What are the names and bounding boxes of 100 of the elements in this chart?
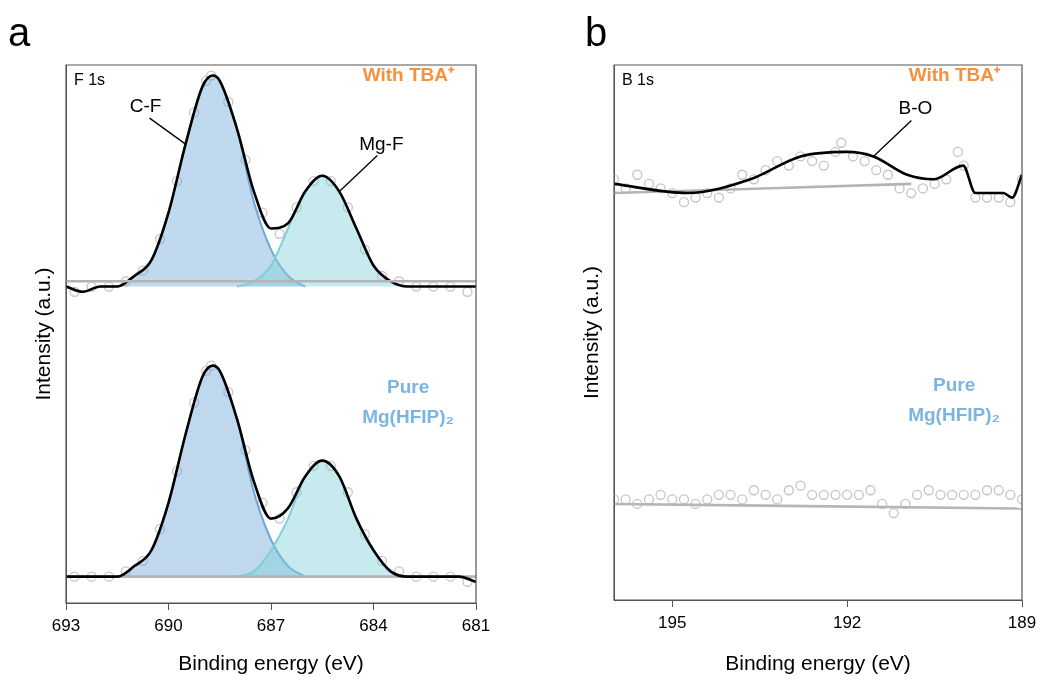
point	[206, 70, 217, 81]
point	[713, 489, 725, 500]
point	[772, 494, 783, 505]
point	[655, 183, 666, 194]
x-axis-title: Binding energy (eV)	[725, 651, 911, 675]
point	[120, 276, 131, 287]
point	[760, 165, 771, 176]
point	[120, 566, 131, 577]
point	[865, 485, 876, 496]
point	[445, 571, 456, 582]
point	[818, 160, 829, 171]
point	[342, 202, 354, 213]
x-tick-label: 687	[256, 615, 286, 635]
annotation: F 1s	[74, 71, 106, 88]
point	[836, 137, 847, 148]
point	[1005, 489, 1016, 500]
point	[958, 160, 969, 171]
point	[257, 207, 268, 218]
annotation: Pure Mg(HFIP)₂	[362, 376, 454, 428]
point	[154, 524, 166, 535]
point	[970, 489, 981, 500]
point	[445, 281, 456, 292]
point	[462, 286, 473, 297]
point	[830, 146, 841, 158]
point	[871, 165, 882, 176]
point	[274, 513, 285, 524]
point	[171, 175, 183, 187]
point	[188, 397, 200, 408]
point	[807, 489, 818, 500]
point	[291, 202, 302, 213]
x-tick-label: 192	[832, 612, 862, 632]
point	[807, 155, 818, 167]
point	[713, 192, 725, 203]
x-tick-label: 693	[51, 615, 81, 635]
point	[188, 107, 200, 118]
point	[748, 174, 760, 185]
x-tick-label: 195	[658, 612, 687, 632]
point	[86, 281, 97, 292]
point	[859, 155, 870, 167]
annotation: B-O	[898, 97, 933, 119]
point	[655, 489, 666, 500]
text: B 1s	[622, 71, 655, 88]
point	[428, 571, 439, 582]
x-tick-label: 189	[1007, 612, 1037, 632]
x-tick-label: 684	[359, 615, 388, 635]
point	[783, 160, 795, 171]
point	[240, 444, 251, 456]
point	[137, 265, 149, 276]
point	[941, 174, 952, 185]
point	[171, 465, 183, 477]
point	[906, 187, 917, 199]
chart-title: b	[585, 10, 608, 54]
point	[981, 485, 993, 496]
point	[667, 187, 678, 199]
point	[667, 494, 678, 505]
annotation: Pure Mg(HFIP)₂	[908, 374, 1000, 426]
point	[154, 233, 166, 245]
point	[830, 489, 841, 500]
point	[291, 487, 302, 498]
point	[257, 497, 268, 508]
annotation: C-F	[129, 95, 162, 117]
point	[411, 571, 422, 582]
point	[795, 480, 806, 491]
point	[876, 498, 888, 510]
point	[223, 96, 234, 108]
point	[632, 498, 643, 510]
annotation: With TBA⁺	[362, 64, 455, 85]
text: With TBA⁺	[908, 64, 1001, 85]
point	[308, 460, 319, 472]
point	[1005, 197, 1016, 208]
point	[325, 175, 336, 187]
point	[325, 460, 336, 472]
point	[200, 365, 212, 377]
point	[737, 494, 748, 505]
point	[690, 498, 701, 510]
point	[643, 494, 655, 505]
point	[882, 169, 894, 180]
point	[923, 485, 934, 496]
point	[888, 507, 899, 519]
point	[760, 489, 771, 500]
point	[853, 489, 864, 500]
point	[917, 183, 929, 194]
point	[725, 183, 736, 194]
annotation: Mg-F	[359, 132, 404, 154]
x-axis-title: Binding energy (eV)	[178, 651, 364, 675]
point	[702, 494, 713, 505]
point	[841, 489, 853, 500]
point	[69, 571, 80, 582]
point	[818, 489, 829, 500]
point	[702, 187, 713, 199]
point	[359, 529, 371, 540]
point	[240, 154, 251, 166]
point	[359, 244, 371, 255]
point	[946, 489, 958, 500]
point	[952, 146, 964, 158]
x-tick-label: 681	[461, 615, 491, 635]
point	[958, 489, 969, 500]
point	[103, 571, 114, 582]
point	[970, 192, 981, 203]
y-axis-title: Intensity (a.u.)	[31, 267, 55, 401]
